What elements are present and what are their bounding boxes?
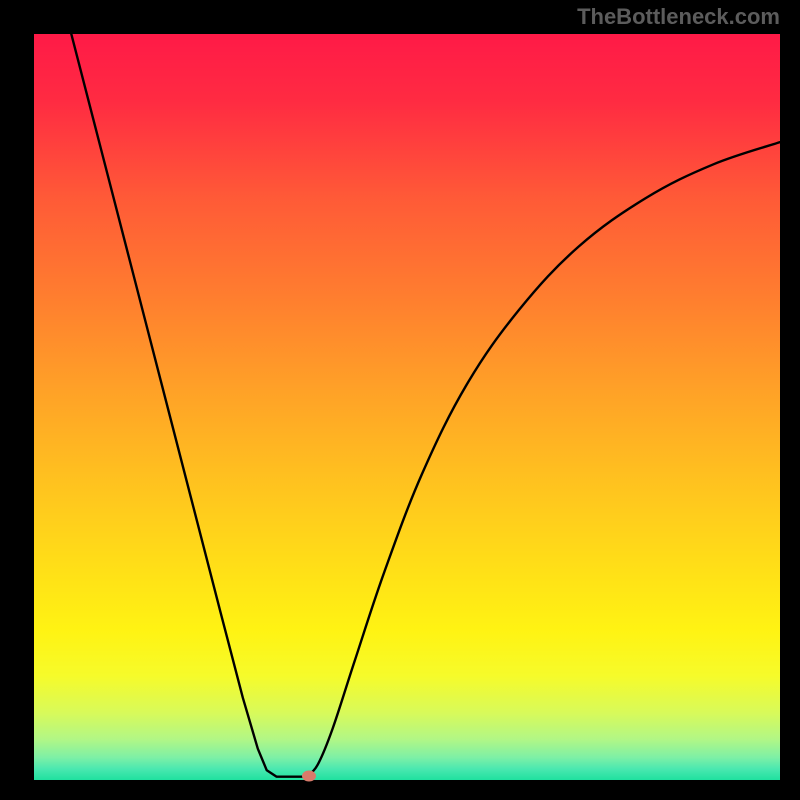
optimum-marker: [302, 770, 316, 781]
curve-layer: [34, 34, 780, 780]
plot-area: [34, 34, 780, 780]
chart-frame: TheBottleneck.com: [0, 0, 800, 800]
bottleneck-curve: [71, 34, 780, 777]
watermark-text: TheBottleneck.com: [577, 4, 780, 30]
